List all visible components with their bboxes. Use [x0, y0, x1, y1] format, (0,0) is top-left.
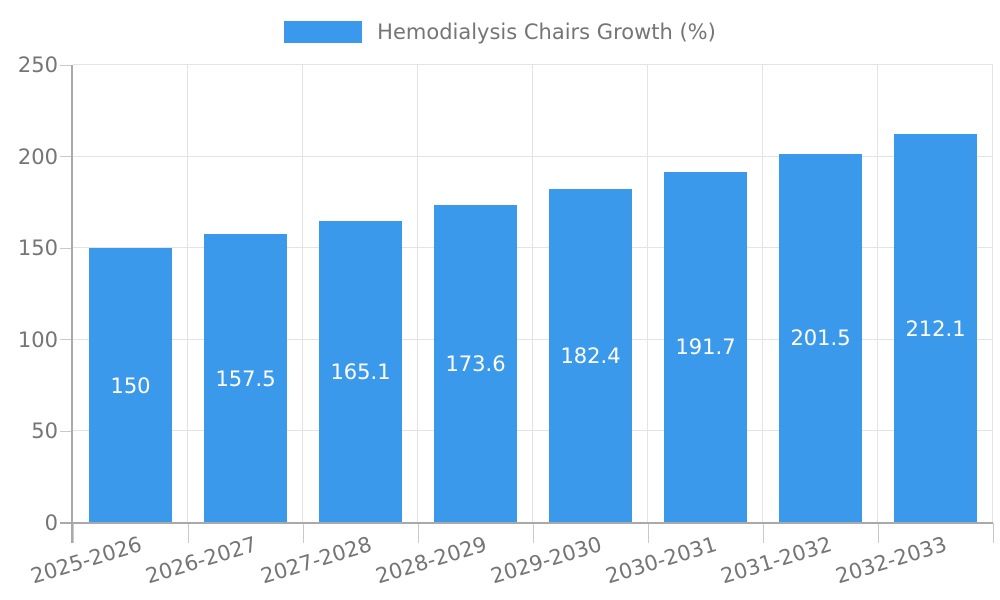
x-tick-label: 2029-2030 [488, 532, 605, 589]
x-tick-label: 2027-2028 [258, 532, 375, 589]
x-tick-mark [877, 523, 879, 543]
bar-value-label: 150 [110, 373, 151, 398]
bar-value-label: 212.1 [905, 316, 966, 341]
y-tick-mark [60, 247, 73, 249]
bar[interactable] [549, 188, 632, 523]
x-tick-mark [417, 523, 419, 543]
x-tick-label: 2028-2029 [373, 532, 490, 589]
y-tick-mark [60, 430, 73, 432]
bar[interactable] [89, 248, 172, 523]
bar-value-label: 173.6 [445, 351, 506, 376]
x-tick-label: 2026-2027 [143, 532, 260, 589]
y-gridline [73, 247, 993, 249]
x-tick-mark [992, 523, 994, 543]
x-tick-mark [532, 523, 534, 543]
y-tick-label: 50 [31, 419, 58, 444]
y-axis-line [71, 65, 73, 543]
x-gridline [992, 65, 993, 523]
x-tick-mark [187, 523, 189, 543]
x-gridline [877, 65, 878, 523]
x-gridline [187, 65, 188, 523]
x-tick-mark [302, 523, 304, 543]
bar[interactable] [894, 134, 977, 523]
y-tick-mark [60, 64, 73, 66]
bar-value-label: 165.1 [330, 359, 391, 384]
x-tick-label: 2030-2031 [603, 532, 720, 589]
x-tick-label: 2032-2033 [833, 532, 950, 589]
x-tick-mark [72, 523, 74, 543]
legend[interactable]: Hemodialysis Chairs Growth (%) [0, 18, 1000, 46]
y-gridline [73, 430, 993, 432]
bar[interactable] [664, 171, 747, 523]
x-tick-mark [762, 523, 764, 543]
y-gridline [73, 155, 993, 157]
x-tick-label: 2025-2026 [28, 532, 145, 589]
y-tick-mark [60, 339, 73, 341]
y-tick-label: 150 [17, 236, 58, 261]
y-tick-label: 100 [17, 327, 58, 352]
legend-swatch-icon[interactable] [284, 21, 363, 43]
bar[interactable] [434, 204, 517, 523]
bar[interactable] [319, 220, 402, 523]
x-axis-line [60, 522, 993, 524]
y-gridline [73, 64, 993, 65]
bar-value-label: 191.7 [675, 335, 736, 360]
x-gridline [302, 65, 303, 523]
y-tick-label: 200 [17, 144, 58, 169]
y-tick-mark [60, 156, 73, 158]
y-tick-label: 0 [44, 511, 58, 535]
bar-value-label: 182.4 [560, 343, 621, 368]
y-gridline [73, 338, 993, 340]
bar[interactable] [204, 234, 287, 523]
bar-value-label: 157.5 [215, 366, 276, 391]
x-gridline [762, 65, 763, 523]
x-gridline [532, 65, 533, 523]
y-tick-label: 250 [17, 53, 58, 77]
x-tick-mark [647, 523, 649, 543]
bar[interactable] [779, 153, 862, 523]
x-tick-label: 2031-2032 [718, 532, 835, 589]
bar-value-label: 201.5 [790, 326, 851, 351]
x-gridline [417, 65, 418, 523]
x-gridline [647, 65, 648, 523]
legend-label[interactable]: Hemodialysis Chairs Growth (%) [377, 20, 716, 44]
